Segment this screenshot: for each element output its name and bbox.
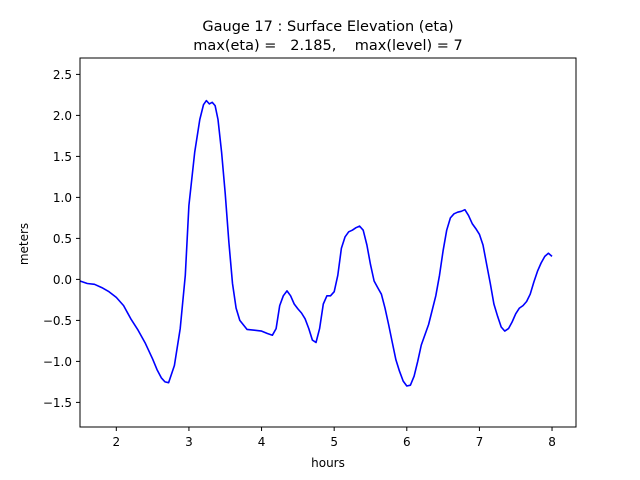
y-tick-label: −1.0	[43, 355, 72, 369]
chart-subtitle: max(eta) = 2.185, max(level) = 7	[193, 38, 463, 54]
x-tick-label: 7	[476, 435, 484, 449]
chart-title: Gauge 17 : Surface Elevation (eta)	[202, 19, 453, 35]
x-tick-label: 5	[330, 435, 338, 449]
x-tick-label: 3	[185, 435, 193, 449]
y-tick-label: 2.0	[53, 109, 72, 123]
y-tick-label: 2.5	[53, 68, 72, 82]
plot-frame	[79, 57, 577, 428]
y-tick-label: 0.0	[53, 273, 72, 287]
y-tick-label: 1.0	[53, 191, 72, 205]
x-tick-label: 2	[112, 435, 120, 449]
x-tick-label: 8	[548, 435, 556, 449]
x-axis-label: hours	[311, 456, 345, 470]
y-tick-label: 1.5	[53, 150, 72, 164]
plot-area: 2 3 4 5 6 7 8 −1.5 −1.0 −0.5 0.0 0.5 1.0 1.5 2.0 2.5	[43, 57, 577, 449]
x-tick-label: 4	[258, 435, 266, 449]
y-tick-label: −0.5	[43, 314, 72, 328]
y-axis-label: meters	[17, 223, 31, 265]
y-tick-label: 0.5	[53, 232, 72, 246]
x-tick-label: 6	[403, 435, 411, 449]
y-tick-label: −1.5	[43, 396, 72, 410]
series-line-0	[79, 99, 553, 387]
